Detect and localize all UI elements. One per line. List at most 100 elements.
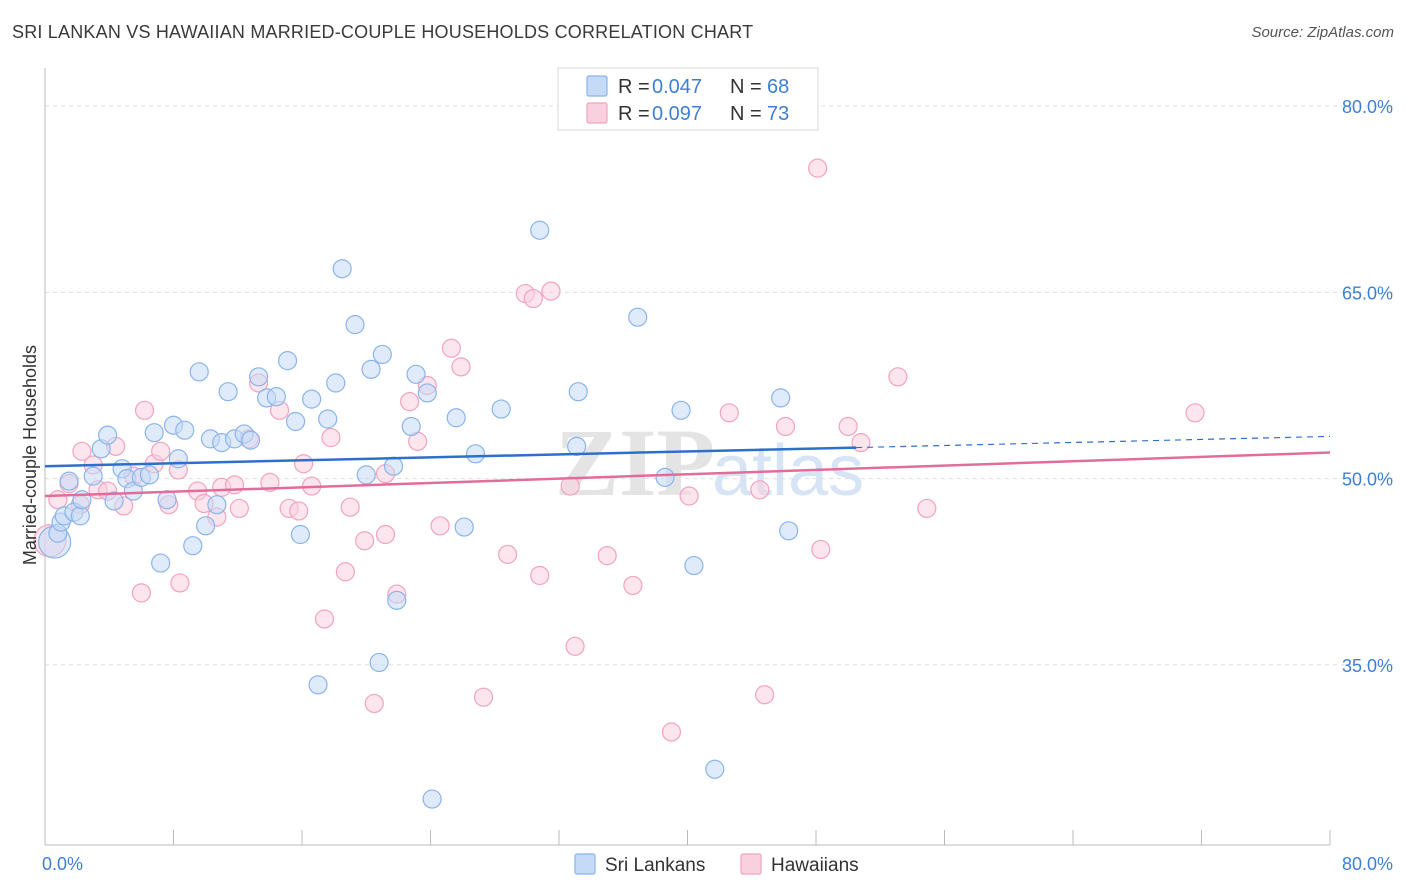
point-hawaiians — [565, 636, 585, 656]
point-sri-lankans — [157, 490, 177, 510]
point-sri-lankans — [175, 420, 195, 440]
legend-r-value-1: 0.097 — [652, 103, 702, 125]
point-sri-lankans — [139, 465, 160, 485]
point-hawaiians — [294, 454, 314, 474]
point-hawaiians — [560, 476, 580, 496]
point-sri-lankans — [189, 362, 209, 382]
point-hawaiians — [131, 583, 151, 603]
point-sri-lankans — [568, 382, 588, 402]
point-sri-lankans — [406, 364, 426, 384]
point-hawaiians — [355, 531, 375, 551]
point-hawaiians — [151, 441, 171, 461]
bottom-legend-swatch-sri-lankans — [574, 853, 596, 875]
point-sri-lankans — [308, 675, 328, 695]
y-axis-title: Married-couple Households — [20, 345, 40, 565]
bottom-legend-label-sri-lankans: Sri Lankans — [605, 855, 705, 876]
point-sri-lankans — [332, 259, 352, 279]
bottom-legend: Sri Lankans Hawaiians — [574, 853, 859, 876]
point-sri-lankans — [628, 307, 648, 327]
point-sri-lankans — [285, 411, 306, 432]
point-hawaiians — [719, 403, 739, 423]
point-hawaiians — [917, 498, 937, 519]
point-hawaiians — [754, 685, 775, 705]
point-hawaiians — [314, 609, 335, 629]
point-sri-lankans — [530, 220, 550, 240]
source-label: Source: ZipAtlas.com — [1251, 24, 1394, 41]
trend-line-sri-lankans-extension — [856, 435, 1331, 449]
watermark: ZIP atlas — [555, 409, 864, 516]
point-sri-lankans — [183, 536, 203, 556]
legend-n-value-1: 73 — [767, 103, 789, 125]
point-hawaiians — [321, 428, 341, 448]
point-sri-lankans — [345, 315, 365, 335]
data-points — [33, 158, 1205, 809]
point-sri-lankans — [168, 449, 188, 469]
legend-swatch-hawaiians — [586, 102, 608, 124]
point-hawaiians — [224, 475, 245, 495]
point-hawaiians — [498, 544, 518, 564]
point-sri-lankans — [98, 425, 118, 445]
point-sri-lankans — [491, 399, 511, 419]
point-hawaiians — [170, 573, 190, 593]
y-tick-label: 50.0% — [1342, 470, 1393, 490]
point-sri-lankans — [454, 517, 474, 537]
y-tick-labels: 80.0% 65.0% 50.0% 35.0% — [1342, 97, 1393, 676]
point-sri-lankans — [218, 382, 238, 402]
trend-line-hawaiians — [44, 451, 1331, 498]
point-sri-lankans — [207, 495, 227, 515]
point-hawaiians — [1185, 403, 1205, 423]
bottom-legend-swatch-hawaiians — [740, 853, 762, 875]
point-sri-lankans — [361, 359, 381, 379]
point-hawaiians — [375, 524, 396, 545]
point-sri-lankans — [422, 789, 442, 809]
y-tick-label: 80.0% — [1342, 97, 1393, 117]
point-sri-lankans — [387, 590, 407, 610]
x-tick-label: 0.0% — [42, 854, 83, 874]
point-hawaiians — [597, 546, 617, 566]
point-hawaiians — [811, 539, 831, 560]
point-sri-lankans — [684, 555, 704, 576]
point-sri-lankans — [144, 423, 164, 443]
legend-n-label-0: N = — [730, 76, 762, 98]
chart-title: SRI LANKAN VS HAWAIIAN MARRIED-COUPLE HO… — [12, 22, 754, 42]
point-hawaiians — [340, 497, 360, 517]
point-sri-lankans — [266, 387, 286, 407]
point-sri-lankans — [446, 408, 466, 428]
point-hawaiians — [523, 288, 543, 309]
axes — [44, 68, 1331, 846]
point-hawaiians — [72, 441, 92, 461]
point-sri-lankans — [369, 652, 389, 673]
point-hawaiians — [289, 501, 309, 521]
trend-line-sri-lankans — [44, 446, 857, 468]
point-hawaiians — [364, 693, 384, 714]
point-hawaiians — [441, 338, 461, 358]
grid-lines — [45, 105, 1395, 666]
point-sri-lankans — [655, 467, 675, 487]
point-sri-lankans — [302, 389, 322, 409]
point-sri-lankans — [417, 383, 437, 403]
legend: R = 0.047 N = 68 R = 0.097 N = 73 — [557, 67, 819, 131]
point-sri-lankans — [59, 471, 79, 491]
point-hawaiians — [451, 357, 471, 377]
point-hawaiians — [775, 416, 796, 437]
trend-lines — [44, 435, 1331, 498]
point-hawaiians — [851, 433, 871, 453]
point-hawaiians — [623, 575, 643, 596]
point-sri-lankans — [83, 466, 103, 486]
point-hawaiians — [430, 516, 450, 536]
point-sri-lankans — [151, 553, 171, 573]
point-hawaiians — [679, 486, 699, 506]
point-sri-lankans — [567, 436, 587, 456]
point-hawaiians — [134, 400, 155, 420]
point-sri-lankans — [771, 388, 791, 408]
y-tick-label: 65.0% — [1342, 283, 1393, 303]
point-sri-lankans — [465, 444, 486, 464]
point-sri-lankans — [671, 400, 691, 420]
legend-n-label-1: N = — [730, 103, 762, 125]
legend-n-value-0: 68 — [767, 76, 789, 98]
point-hawaiians — [750, 480, 770, 500]
point-hawaiians — [888, 367, 908, 387]
point-sri-lankans — [277, 351, 298, 371]
point-hawaiians — [838, 416, 858, 437]
